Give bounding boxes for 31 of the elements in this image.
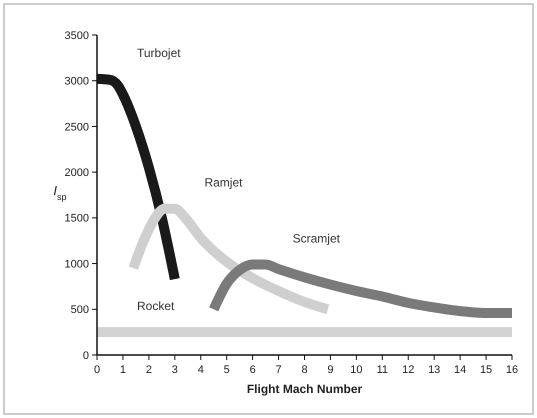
- x-tick-label: 11: [376, 364, 388, 376]
- x-axis-title: Flight Mach Number: [246, 382, 362, 396]
- x-tick-label: 13: [428, 364, 440, 376]
- x-tick-label: 4: [198, 364, 204, 376]
- x-tick-label: 8: [301, 364, 308, 376]
- y-axis-title: I$_{sp}$: [53, 183, 67, 202]
- y-tick-label: 1000: [64, 258, 89, 270]
- series-label: Rocket: [137, 299, 176, 314]
- x-tick-label: 6: [250, 364, 256, 376]
- x-tick-label: 3: [172, 364, 178, 376]
- text: Turbojet: [137, 46, 182, 60]
- x-tick-label: 9: [327, 364, 334, 376]
- y-tick-label: 1500: [64, 212, 89, 225]
- y-tick-label: 3500: [64, 30, 89, 42]
- x-tick-label: 7: [276, 364, 282, 376]
- y-tick-label: 2500: [64, 121, 89, 134]
- x-tick-label: 0: [94, 364, 100, 376]
- x-tick-label: 2: [146, 364, 152, 376]
- x-tick-label: 16: [506, 364, 518, 376]
- text: Ramjet: [204, 176, 244, 190]
- x-tick-label: 15: [480, 364, 492, 376]
- x-tick-label: 1: [120, 364, 126, 376]
- x-tick-label: 14: [454, 364, 466, 376]
- y-tick-label: 0: [82, 350, 89, 362]
- y-tick-label: 3000: [64, 76, 89, 88]
- x-tick-label: 5: [224, 364, 230, 376]
- y-tick-label: 500: [70, 304, 89, 316]
- x-tick-label: 10: [350, 364, 362, 376]
- y-tick-label: 2000: [64, 166, 89, 179]
- text: Scramjet: [292, 231, 341, 246]
- x-tick-label: 12: [402, 364, 414, 376]
